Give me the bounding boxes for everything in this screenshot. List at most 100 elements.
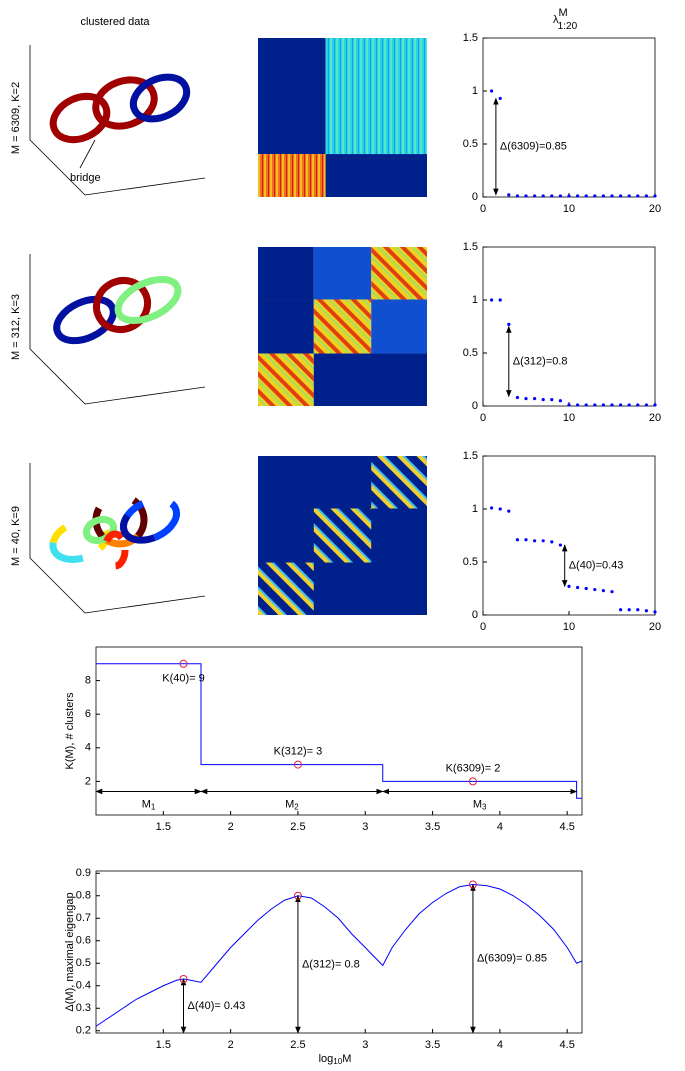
eigenvalue-point (567, 584, 571, 588)
x-tick-label: 0 (480, 621, 486, 633)
cluster-loop (49, 92, 111, 144)
x-tick-label: 4 (497, 821, 503, 833)
eigenvalue-point (558, 399, 563, 403)
y-tick-label: 0.5 (463, 556, 478, 568)
affinity-block (325, 38, 427, 155)
eigenvalue-point (507, 193, 511, 197)
eigenvalue-point (567, 403, 571, 407)
eigenvalue-point (558, 543, 563, 547)
y-tick-label: 8 (85, 675, 91, 687)
plot-frame (95, 646, 583, 816)
y-tick-label: 2 (85, 775, 91, 787)
y-tick-label: 0.5 (463, 347, 478, 359)
affinity-block (258, 353, 314, 406)
k-marker (179, 659, 188, 668)
affinity-block (313, 353, 427, 406)
y-tick-label: 0 (472, 609, 478, 621)
panel-label: M = 40, K=9 (10, 506, 22, 566)
affinity-block (371, 247, 427, 300)
left-title: clustered data (80, 16, 150, 28)
y-tick-label: 0 (472, 400, 478, 412)
x-label-sub: 10 (333, 1057, 342, 1066)
cluster-loop (120, 496, 180, 544)
eigenvalue-point (515, 194, 520, 198)
eigenvalue-point (610, 194, 614, 198)
x-axis-label: log10M (319, 1053, 352, 1066)
eigenvalue-point (619, 608, 623, 612)
eigenvalue-point (498, 507, 502, 511)
x-tick-label: 4.5 (560, 1039, 575, 1051)
gap-label: Δ(40)= 0.43 (188, 1000, 246, 1012)
gap-label: Δ(312)= 0.8 (302, 958, 360, 970)
eigenvalue-point (550, 398, 554, 402)
x-tick-label: 1.5 (156, 1039, 171, 1051)
eigenvalue-point (550, 540, 554, 544)
eigenvalue-point (567, 194, 571, 198)
eigenvalue-point (507, 322, 511, 326)
affinity-block (371, 299, 427, 354)
eigenvalue-point (490, 506, 494, 510)
x-tick-label: 2 (228, 1039, 234, 1051)
y-tick-label: 1.5 (463, 32, 478, 44)
y-tick-label: 1 (472, 503, 478, 515)
eigenvalue-point (558, 194, 563, 198)
eigenvalue-point (498, 298, 502, 302)
eigenvalue-point (653, 403, 657, 407)
affinity-block (371, 456, 427, 509)
y-tick-label: 0.3 (76, 1002, 91, 1014)
eigenvalue-point (636, 608, 640, 612)
gap-label: Δ(312)=0.8 (513, 355, 568, 367)
range-label: M1 (142, 798, 156, 811)
gap-label: Δ(6309)= 0.85 (477, 953, 547, 965)
title-base: λ (553, 14, 559, 26)
eigenvalue-point (576, 194, 580, 198)
y-tick-label: 1.5 (463, 241, 478, 253)
cluster-loop (101, 530, 129, 570)
range-label-sub: 2 (294, 803, 299, 812)
affinity-block (325, 154, 427, 197)
x-label-base: log (319, 1053, 334, 1065)
x-tick-label: 2 (228, 821, 234, 833)
eigenvalue-point (584, 403, 588, 407)
eigenvalue-point (524, 194, 528, 198)
y-tick-label: 4 (85, 742, 91, 754)
x-tick-label: 4.5 (560, 821, 575, 833)
y-tick-label: 0.4 (76, 980, 91, 992)
y-tick-label: 0.5 (463, 138, 478, 150)
k-step-line (96, 663, 582, 799)
x-tick-label: 0 (480, 412, 486, 424)
range-label-sub: 3 (482, 803, 487, 812)
k-marker (293, 760, 302, 769)
eigenvalue-point (636, 403, 640, 407)
x-tick-label: 0 (480, 203, 486, 215)
eigenvalue-point (644, 609, 649, 613)
cluster-loop (92, 76, 158, 130)
y-tick-label: 0.7 (76, 912, 91, 924)
x-tick-label: 10 (563, 621, 575, 633)
affinity-block (258, 299, 314, 354)
y-tick-label: 1 (472, 85, 478, 97)
cluster-panel (29, 463, 206, 614)
y-tick-label: 0.6 (76, 935, 91, 947)
cluster-loop (114, 275, 182, 325)
eigenvalue-point (515, 395, 520, 400)
range-label: M2 (285, 798, 299, 811)
x-tick-label: 10 (563, 203, 575, 215)
callout: bridge (70, 172, 101, 184)
eigenvalue-point (619, 403, 623, 407)
eigenvalue-point (593, 403, 597, 407)
eigenvalue-point (550, 194, 554, 198)
eigenvalue-point (541, 398, 545, 402)
k-label: K(312)= 3 (274, 746, 323, 758)
x-tick-label: 3.5 (425, 821, 440, 833)
y-tick-label: 0.5 (76, 957, 91, 969)
panel-label: M = 312, K=3 (10, 294, 22, 360)
eigenvalue-point (619, 194, 623, 198)
eigenvalue-point (507, 509, 511, 513)
y-tick-label: 0.8 (76, 890, 91, 902)
eigenvalue-point (584, 586, 588, 591)
x-tick-label: 3 (362, 821, 368, 833)
cluster-axes (29, 45, 206, 196)
callout-line (79, 139, 96, 169)
affinity-block (258, 38, 326, 155)
